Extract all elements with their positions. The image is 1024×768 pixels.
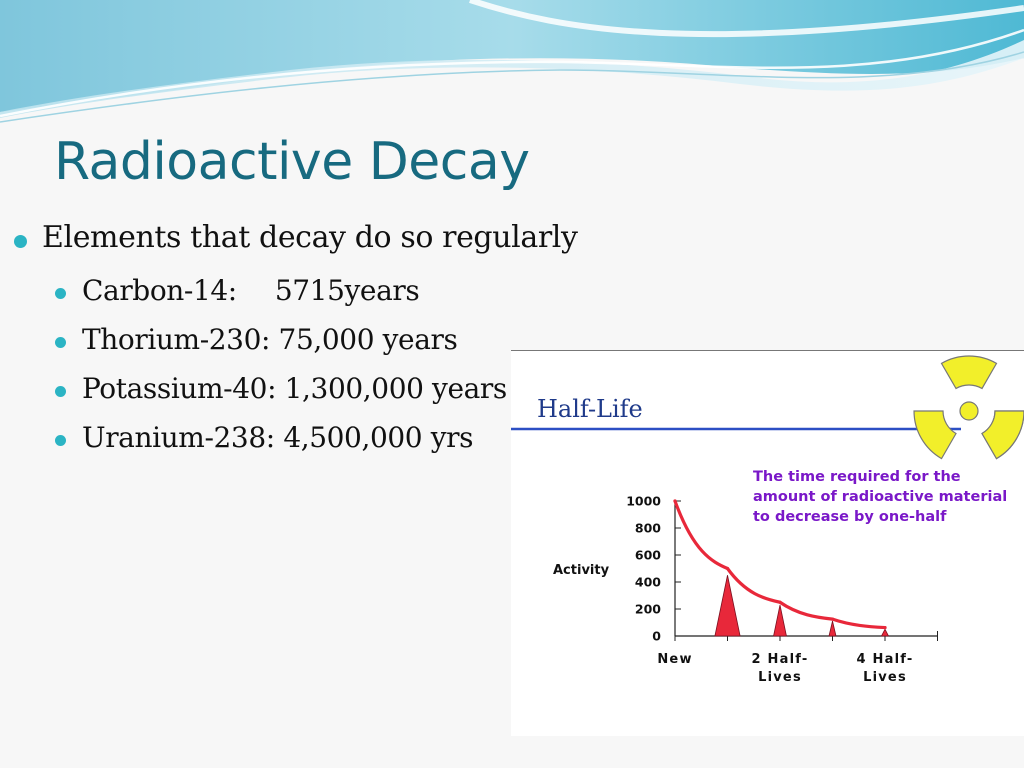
y-axis-label: Activity	[553, 563, 610, 578]
isotope-name: Thorium-230:	[82, 323, 271, 356]
x-tick-label: 4 Half-	[857, 652, 914, 667]
bullet-dot-icon	[14, 235, 27, 248]
bullet-item-potassium: Potassium-40: 1,300,000 years	[82, 372, 507, 405]
peak-spike	[880, 628, 890, 637]
bullet-item-uranium: Uranium-238: 4,500,000 yrs	[82, 421, 473, 454]
y-tick-label: 200	[635, 602, 661, 617]
peak-spike	[714, 575, 741, 637]
decay-data-point	[883, 625, 887, 630]
x-tick-label: Lives	[863, 670, 907, 685]
y-tick-label: 600	[635, 548, 661, 563]
peak-spike	[773, 604, 787, 637]
isotope-name: Uranium-238:	[82, 421, 275, 454]
half-life-figure: Half-Life The time required for the amou…	[511, 350, 1024, 736]
decay-data-point	[673, 499, 677, 503]
y-tick-label: 800	[635, 521, 661, 536]
x-tick-label: New	[657, 652, 692, 667]
bullet-level1: Elements that decay do so regularly	[42, 220, 578, 255]
bullet-dot-icon	[55, 386, 66, 397]
decay-curve-line	[673, 499, 887, 630]
isotope-half-life: 5715years	[274, 274, 420, 307]
chart-plot-area: 1000 800 600 400 200 0 New 2 Half- Lives 4 Half- L…	[626, 494, 938, 685]
x-tick-label: Lives	[758, 670, 802, 685]
header-wave-decoration	[0, 0, 1024, 123]
isotope-name: Potassium-40:	[82, 372, 277, 405]
bullet-dot-icon	[55, 288, 66, 299]
peak-spike	[828, 621, 837, 637]
slide-title: Radioactive Decay	[54, 132, 530, 192]
half-life-chart: Half-Life The time required for the amou…	[511, 355, 1024, 685]
x-tick-label: 2 Half-	[752, 652, 809, 667]
y-tick-label: 1000	[626, 494, 661, 509]
isotope-half-life: 75,000 years	[278, 323, 458, 356]
figure-heading: Half-Life	[537, 395, 643, 423]
decay-data-point	[778, 600, 782, 604]
bullet-dot-icon	[55, 337, 66, 348]
y-tick-label: 0	[652, 629, 661, 644]
bullet-dot-icon	[55, 435, 66, 446]
decay-data-point	[725, 566, 730, 571]
definition-line: to decrease by one-half	[753, 509, 947, 525]
bullet-item-thorium: Thorium-230: 75,000 years	[82, 323, 458, 356]
y-tick-label: 400	[635, 575, 661, 590]
isotope-name: Carbon-14:	[82, 274, 237, 307]
decay-data-point	[830, 617, 835, 621]
isotope-half-life: 4,500,000 yrs	[283, 421, 474, 454]
definition-line: amount of radioactive material	[753, 489, 1007, 505]
radiation-trefoil-icon	[913, 355, 1024, 460]
bullet-item-carbon: Carbon-14: 5715years	[82, 274, 420, 307]
definition-line: The time required for the	[753, 469, 961, 485]
isotope-half-life: 1,300,000 years	[284, 372, 508, 405]
